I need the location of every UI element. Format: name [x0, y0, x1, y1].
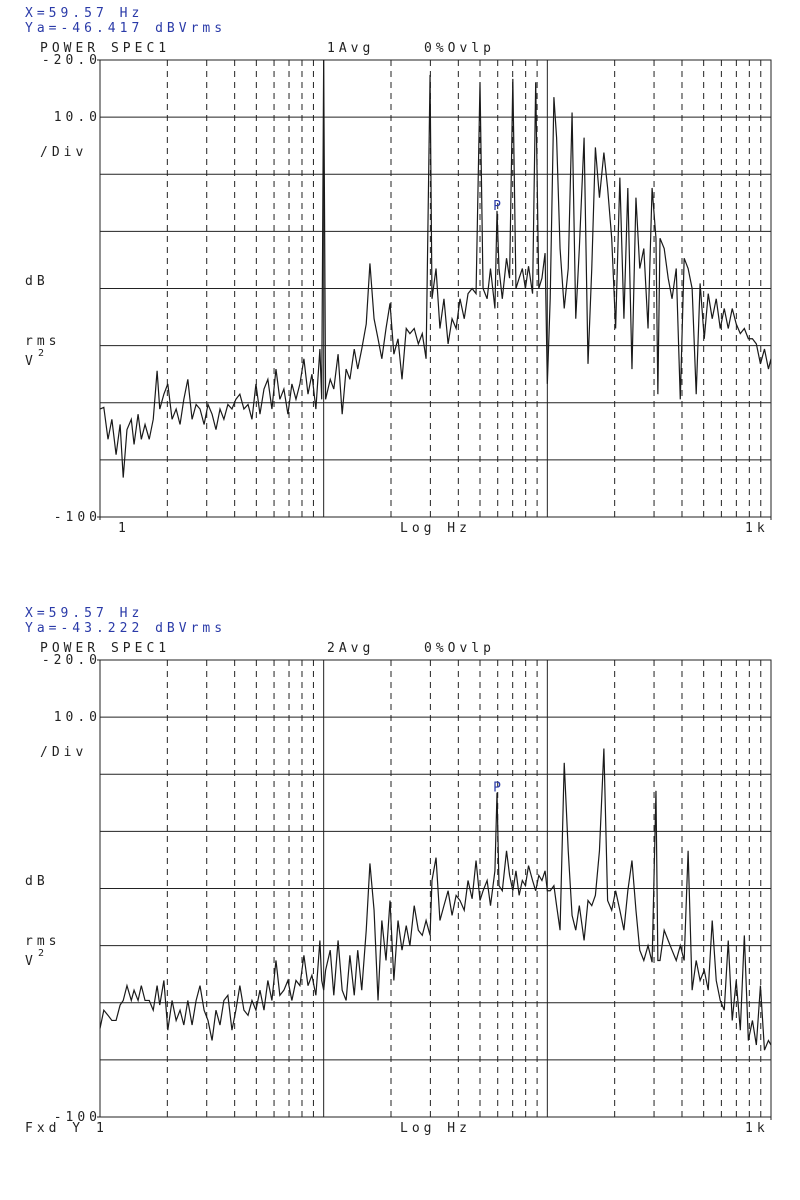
- y-readout: Ya=-43.222 dBVrms: [25, 621, 226, 636]
- y-tick-label: -20.0: [42, 53, 101, 68]
- y-axis-label: rms: [25, 934, 60, 949]
- x-tick-label: 1: [118, 521, 130, 536]
- plot-frame: [99, 659, 772, 1118]
- averages: 1Avg: [327, 41, 374, 56]
- x-readout: X=59.57 Hz: [25, 606, 143, 621]
- y-readout: Ya=-46.417 dBVrms: [25, 21, 226, 36]
- y-axis-label: V: [25, 354, 37, 369]
- plot-frame: [99, 59, 772, 518]
- y-axis-label-sup: 2: [38, 348, 48, 359]
- x-axis-label: Log Hz: [400, 521, 471, 536]
- scale-per-div: 10.0: [54, 110, 101, 125]
- y-axis-label: dB: [25, 274, 49, 289]
- marker-label: P: [493, 781, 501, 796]
- scale-unit: /Div: [40, 745, 87, 760]
- spectrum-trace: [99, 59, 772, 478]
- y-axis-label-sup: 2: [38, 948, 48, 959]
- y-axis-label: dB: [25, 874, 49, 889]
- y-axis-label: rms: [25, 334, 60, 349]
- trace-title: POWER SPEC1: [40, 641, 170, 656]
- y-axis-label: V: [25, 954, 37, 969]
- overlap: 0%Ovlp: [424, 641, 495, 656]
- x-tick-label: 1k: [745, 1121, 769, 1136]
- spectrum-trace: [99, 748, 772, 1051]
- marker-label: P: [493, 199, 501, 214]
- status-footer: Fxd Y 1: [25, 1121, 108, 1136]
- x-axis-label: Log Hz: [400, 1121, 471, 1136]
- overlap: 0%Ovlp: [424, 41, 495, 56]
- averages: 2Avg: [327, 641, 374, 656]
- y-tick-label: -100: [54, 510, 101, 525]
- y-tick-label: -100: [54, 1110, 101, 1125]
- x-tick-label: 1k: [745, 521, 769, 536]
- trace-title: POWER SPEC1: [40, 41, 170, 56]
- x-readout: X=59.57 Hz: [25, 6, 143, 21]
- scale-per-div: 10.0: [54, 710, 101, 725]
- y-tick-label: -20.0: [42, 653, 101, 668]
- scale-unit: /Div: [40, 145, 87, 160]
